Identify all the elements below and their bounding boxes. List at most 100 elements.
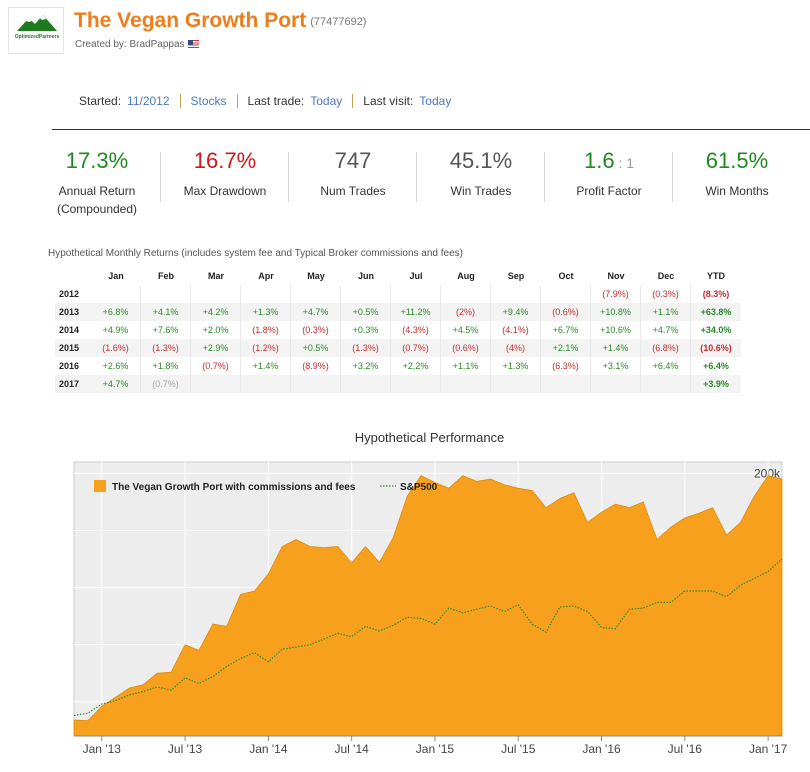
- returns-table-caption: Hypothetical Monthly Returns (includes s…: [48, 248, 463, 259]
- legend-label-sp500: S&P500: [400, 482, 438, 493]
- return-cell: [541, 375, 591, 393]
- column-header: Dec: [657, 271, 675, 281]
- strategy-equity-area: [73, 475, 783, 737]
- last-trade-value[interactable]: Today: [310, 94, 343, 108]
- x-tick-label: Jul '14: [334, 742, 369, 756]
- monthly-returns-table: Jan Feb Mar Apr May Jun Jul Aug Sep Oct Nov Dec YTD 2…: [55, 267, 741, 393]
- year-cell: 2013: [59, 307, 80, 317]
- return-cell: +4.5%: [441, 321, 491, 339]
- stat-value: 16.7%: [193, 148, 257, 173]
- return-cell: (0.6%): [441, 339, 491, 357]
- x-tick-label: Jan '14: [249, 742, 288, 756]
- stat-value-wrap: 1.6 : 1: [545, 148, 673, 176]
- return-cell: (0.6%): [541, 303, 591, 321]
- return-cell: (4%): [491, 339, 541, 357]
- table-row: 2012 (7.9%) (0.3%) (8.3%): [55, 285, 741, 303]
- return-cell: (1.3%): [141, 339, 191, 357]
- column-header: YTD: [707, 271, 725, 281]
- started-label: Started:: [79, 94, 122, 108]
- header-divider: [52, 129, 810, 130]
- year-cell: 2015: [59, 343, 80, 353]
- return-cell: +2.9%: [191, 339, 241, 357]
- type-link[interactable]: Stocks: [190, 94, 227, 108]
- return-cell: [391, 375, 441, 393]
- return-cell: [291, 285, 341, 303]
- return-cell: [241, 285, 291, 303]
- stat-annual-return: 17.3% Annual Return (Compounded): [33, 148, 161, 218]
- stat-value: 17.3%: [65, 148, 129, 173]
- return-cell: +4.7%: [291, 303, 341, 321]
- column-header: May: [307, 271, 325, 281]
- return-cell: [291, 375, 341, 393]
- return-cell: +4.9%: [91, 321, 141, 339]
- system-id: (77477692): [310, 16, 367, 28]
- return-cell: (6.3%): [541, 357, 591, 375]
- column-header: Aug: [457, 271, 475, 281]
- stat-caption: Profit Factor: [576, 184, 642, 198]
- chart-title: Hypothetical Performance: [354, 430, 505, 445]
- x-tick-label: Jan '15: [416, 742, 455, 756]
- stat-value: 747: [334, 148, 372, 173]
- return-cell: (6.8%): [641, 339, 691, 357]
- started-value[interactable]: 11/2012: [127, 94, 170, 108]
- return-cell: [591, 375, 641, 393]
- sp500-line: [73, 558, 783, 717]
- return-cell: +1.4%: [241, 357, 291, 375]
- return-cell: +0.3%: [341, 321, 391, 339]
- return-cell: (0.7%): [391, 339, 441, 357]
- return-cell: [91, 285, 141, 303]
- stat-value-suffix: : 1: [614, 155, 635, 171]
- us-flag-icon: [187, 40, 199, 48]
- logo-text: OptimizedPartners: [14, 34, 60, 40]
- stat-caption: Num Trades: [320, 184, 386, 198]
- column-header: Feb: [157, 271, 174, 281]
- column-header: Sep: [507, 271, 525, 281]
- return-cell: [641, 375, 691, 393]
- return-cell: (1.8%): [241, 321, 291, 339]
- ytd-cell: (8.3%): [702, 289, 730, 299]
- return-cell: +4.2%: [191, 303, 241, 321]
- year-cell: 2012: [59, 289, 80, 299]
- last-visit-value[interactable]: Today: [419, 94, 452, 108]
- table-header-row: Jan Feb Mar Apr May Jun Jul Aug Sep Oct Nov Dec YTD: [55, 267, 741, 285]
- return-cell: [491, 375, 541, 393]
- info-separator: [352, 94, 354, 108]
- return-cell: +4.7%: [641, 321, 691, 339]
- x-tick-label: Jan '17: [749, 742, 788, 756]
- stat-divider: [416, 152, 417, 202]
- info-separator: [179, 94, 181, 108]
- return-cell: +2.0%: [191, 321, 241, 339]
- return-cell: [491, 285, 541, 303]
- system-logo: OptimizedPartners: [8, 7, 64, 54]
- return-cell: +1.3%: [241, 303, 291, 321]
- column-header: Jul: [409, 271, 423, 281]
- return-cell: +1.1%: [441, 357, 491, 375]
- stat-divider: [160, 152, 161, 202]
- legend-label-strategy: The Vegan Growth Port with commissions a…: [112, 482, 356, 493]
- table-row: 2015 (1.6%) (1.3%) +2.9% (1.2%) +0.5% (1.3%) (0…: [55, 339, 741, 357]
- legend-swatch-strategy: [94, 480, 106, 492]
- return-cell: (0.7%): [141, 375, 191, 393]
- return-cell: +1.3%: [491, 357, 541, 375]
- mountain-logo-icon: [15, 13, 59, 33]
- return-cell: [341, 285, 391, 303]
- return-cell: +10.6%: [591, 321, 641, 339]
- return-cell: (7.9%): [591, 285, 641, 303]
- stat-divider: [672, 152, 673, 202]
- return-cell: +1.1%: [641, 303, 691, 321]
- return-cell: +10.8%: [591, 303, 641, 321]
- return-cell: +4.7%: [91, 375, 141, 393]
- return-cell: (1.6%): [91, 339, 141, 357]
- return-cell: [441, 285, 491, 303]
- return-cell: +11.2%: [391, 303, 441, 321]
- last-visit-label: Last visit:: [363, 94, 414, 108]
- column-header: Apr: [258, 271, 274, 281]
- table-row: 2014 +4.9% +7.6% +2.0% (1.8%) (0.3%) +0.3% (4.3…: [55, 321, 741, 339]
- stat-caption: Annual Return (Compounded): [56, 184, 138, 216]
- return-cell: [341, 375, 391, 393]
- column-header: Jan: [108, 271, 124, 281]
- return-cell: [191, 375, 241, 393]
- x-tick-label: Jul '13: [168, 742, 203, 756]
- stat-num-trades: 747 Num Trades: [289, 148, 417, 200]
- return-cell: (0.3%): [291, 321, 341, 339]
